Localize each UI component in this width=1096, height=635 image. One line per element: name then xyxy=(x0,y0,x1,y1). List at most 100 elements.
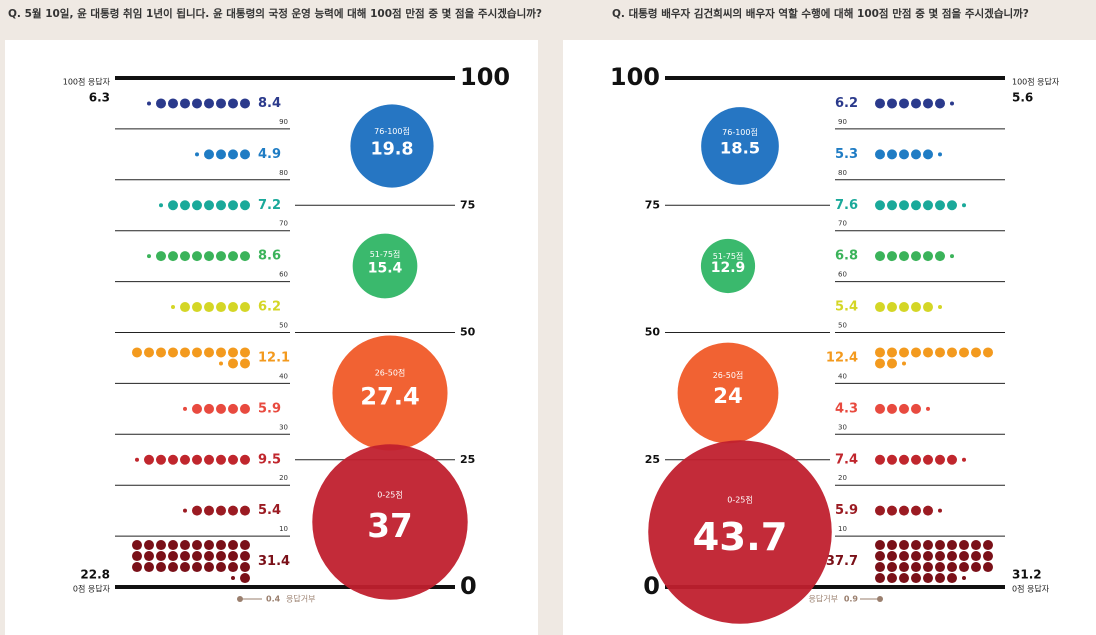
dot xyxy=(216,98,226,109)
dot xyxy=(168,251,178,262)
band-value: 5.9 xyxy=(258,401,281,416)
band-value: 8.6 xyxy=(258,249,281,264)
dot xyxy=(899,551,909,562)
dot xyxy=(240,505,250,516)
band-tick-label: 70 xyxy=(838,220,847,228)
dot xyxy=(923,573,933,584)
group-tick-label: 100 xyxy=(610,63,660,91)
group-circle xyxy=(350,104,434,188)
dot xyxy=(923,98,933,109)
dot xyxy=(216,540,226,551)
dot xyxy=(216,403,226,414)
dot xyxy=(192,505,202,516)
group-circle xyxy=(700,238,756,294)
dot xyxy=(911,98,921,109)
dot xyxy=(240,551,250,562)
dot xyxy=(228,98,238,109)
dot xyxy=(168,200,178,211)
dot xyxy=(216,200,226,211)
dot xyxy=(240,358,250,369)
question: Q. 5월 10일, 윤 대통령 취임 1년이 됩니다. 윤 대통령의 국정 운… xyxy=(8,7,542,20)
group-value: 18.5 xyxy=(720,139,760,158)
band-tick-label: 60 xyxy=(279,271,288,279)
group-label: 0-25점 xyxy=(377,489,403,499)
dot xyxy=(159,203,163,208)
dot xyxy=(216,251,226,262)
band-value: 4.3 xyxy=(835,401,858,416)
band-tick-label: 20 xyxy=(838,474,847,482)
dot xyxy=(216,302,226,313)
dot xyxy=(875,347,885,358)
dot xyxy=(240,347,250,358)
band-tick-label: 40 xyxy=(838,372,847,380)
band-value: 5.3 xyxy=(835,147,858,162)
group-value: 12.9 xyxy=(711,260,746,276)
dot xyxy=(192,347,202,358)
dot xyxy=(228,302,238,313)
dot-group xyxy=(875,403,930,414)
dot xyxy=(899,505,909,516)
dot xyxy=(923,251,933,262)
dot xyxy=(947,200,957,211)
refusal-label: 응답거부 xyxy=(809,594,838,604)
dot xyxy=(875,573,885,584)
dot xyxy=(983,540,993,551)
dot-group xyxy=(147,98,250,109)
dot xyxy=(240,454,250,465)
band-value: 5.4 xyxy=(258,503,281,518)
dot xyxy=(899,149,909,160)
dot xyxy=(228,149,238,160)
dot xyxy=(132,551,142,562)
dot xyxy=(935,573,945,584)
dot xyxy=(204,562,214,573)
dot xyxy=(911,454,921,465)
dot xyxy=(983,562,993,573)
dot xyxy=(180,562,190,573)
dot-group xyxy=(171,302,250,313)
dot-group xyxy=(132,347,250,369)
dot xyxy=(935,551,945,562)
dot xyxy=(875,562,885,573)
dot xyxy=(971,540,981,551)
dot xyxy=(168,540,178,551)
dot xyxy=(935,251,945,262)
dot xyxy=(959,551,969,562)
band-value: 7.2 xyxy=(258,198,281,213)
top-value: 6.3 xyxy=(89,91,110,105)
dot xyxy=(228,347,238,358)
dot xyxy=(144,562,154,573)
dot xyxy=(971,551,981,562)
dot xyxy=(204,98,214,109)
dot xyxy=(228,540,238,551)
dot xyxy=(180,98,190,109)
dot xyxy=(204,347,214,358)
dot xyxy=(180,251,190,262)
band-tick-label: 40 xyxy=(279,372,288,380)
band-value: 5.9 xyxy=(835,503,858,518)
band-value: 37.7 xyxy=(826,554,858,569)
dot xyxy=(923,551,933,562)
band-tick-label: 50 xyxy=(838,322,847,330)
dot xyxy=(935,98,945,109)
dot xyxy=(144,551,154,562)
dot xyxy=(132,562,142,573)
dot xyxy=(192,200,202,211)
dot xyxy=(947,454,957,465)
dot xyxy=(168,562,178,573)
dot xyxy=(204,551,214,562)
band-value: 7.4 xyxy=(835,452,858,467)
band-tick-label: 90 xyxy=(279,118,288,126)
band-tick-label: 70 xyxy=(279,220,288,228)
dot xyxy=(899,403,909,414)
group-tick-label: 50 xyxy=(460,326,476,339)
dot xyxy=(887,302,897,313)
dot xyxy=(923,302,933,313)
dot xyxy=(156,347,166,358)
band-value: 31.4 xyxy=(258,554,290,569)
dot xyxy=(168,98,178,109)
dot xyxy=(983,347,993,358)
dot xyxy=(887,551,897,562)
dot xyxy=(899,347,909,358)
dot xyxy=(204,403,214,414)
